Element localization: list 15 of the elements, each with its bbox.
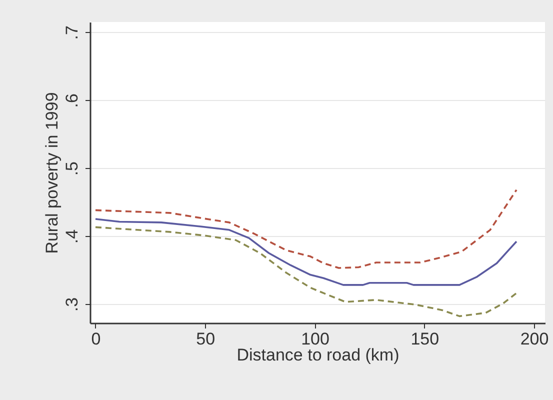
y-tick-label: .5 [62,161,82,176]
y-tick-label: .3 [62,297,82,312]
x-tick-label: 150 [410,330,440,348]
x-tick-label: 100 [301,330,330,348]
y-tick-label: .6 [62,94,82,108]
y-axis-title: Rural poverty in 1999 [42,92,62,254]
line-series [94,226,518,318]
line-series [94,188,518,269]
x-tick-label: 200 [520,330,549,348]
y-tick-label: .4 [62,229,82,244]
y-tick-label: .7 [62,26,82,40]
x-tick-label: 0 [91,330,101,348]
line-series [94,218,518,286]
x-axis-title: Distance to road (km) [236,346,400,364]
x-tick-label: 50 [196,330,216,348]
